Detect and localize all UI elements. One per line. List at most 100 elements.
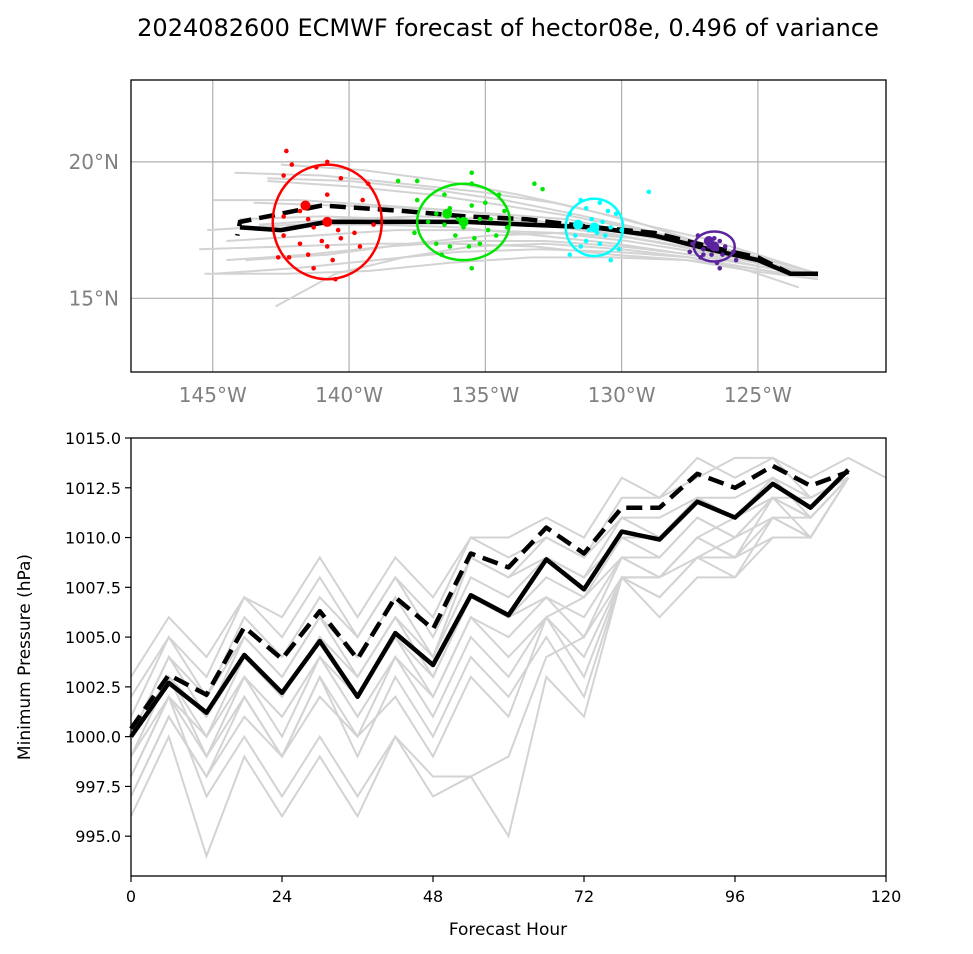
member-position-dot (289, 162, 295, 167)
member-position-dot (324, 159, 330, 165)
map-lon-tick-label: 145°W (179, 383, 247, 407)
ensemble-track (199, 242, 819, 281)
map-lat-tick-label: 20°N (69, 150, 119, 174)
mean-position-marker (322, 216, 333, 227)
map-lat-tick-label: 15°N (69, 286, 119, 310)
member-position-dot (281, 173, 286, 178)
pressure-chart-panel: 0 24 48 72 96 120 995.0 997.5 1000.0 1002.5 1005.0… (15, 429, 901, 940)
map-frame (130, 79, 887, 373)
ensemble-pressure-line (130, 477, 850, 860)
cluster (564, 189, 652, 263)
member-position-dot (395, 178, 401, 184)
member-position-dot (488, 216, 494, 222)
ensemble-pressure-lines (130, 456, 887, 860)
member-position-dot (297, 241, 303, 247)
member-position-dot (589, 216, 594, 222)
member-position-dot (447, 244, 453, 249)
member-position-dot (453, 233, 458, 238)
member-position-dot (297, 208, 303, 214)
uncertainty-ellipse (415, 182, 512, 262)
ensemble-pressure-line (130, 477, 850, 757)
ensemble-pressure-line (130, 456, 887, 678)
member-position-dot (605, 208, 611, 214)
member-position-dot (720, 252, 725, 257)
member-position-dot (357, 244, 363, 249)
chart-frame (130, 437, 887, 877)
x-tick-label: 120 (871, 887, 902, 906)
chart-ticks: 0 24 48 72 96 120 995.0 997.5 1000.0 1002.5 1005.0… (65, 429, 901, 906)
y-tick-label: 995.0 (75, 827, 121, 846)
member-position-dot (324, 192, 330, 197)
deterministic-track (235, 203, 818, 277)
deterministic-position-marker (573, 219, 584, 230)
member-position-dot (572, 233, 578, 238)
member-position-dot (613, 211, 619, 217)
map-lon-tick-label: 125°W (724, 383, 792, 407)
cluster (271, 148, 384, 282)
member-position-dot (608, 257, 614, 263)
member-position-dot (433, 241, 439, 247)
member-position-dot (319, 238, 325, 244)
ensemble-pressure-line (130, 477, 850, 799)
ensemble-mean-pressure-line (129, 468, 850, 738)
member-position-dot (567, 252, 573, 257)
member-position-dot (709, 252, 714, 257)
y-tick-label: 1010.0 (65, 529, 121, 548)
member-position-dot (414, 197, 420, 203)
member-position-dot (583, 238, 589, 244)
uncertainty-ellipse (692, 230, 736, 263)
member-position-dot (281, 214, 286, 219)
mean-position-marker (458, 216, 469, 227)
y-tick-label: 1005.0 (65, 628, 121, 647)
member-position-dot (324, 244, 330, 249)
member-position-dot (608, 225, 614, 230)
member-position-dot (540, 186, 545, 192)
map-lon-tick-label: 140°W (315, 383, 383, 407)
member-position-dot (433, 211, 439, 217)
ensemble-track (245, 231, 819, 278)
member-position-dot (414, 178, 420, 184)
member-position-dot (602, 233, 608, 238)
x-tick-label: 48 (423, 887, 443, 906)
figure-title: 2024082600 ECMWF forecast of hector08e, … (137, 14, 879, 42)
member-position-dot (281, 233, 286, 238)
y-tick-label: 997.5 (75, 777, 121, 796)
member-position-dot (311, 265, 316, 271)
member-position-dot (701, 246, 706, 252)
member-position-dot (578, 244, 584, 249)
map-grid (131, 80, 886, 372)
cluster (395, 170, 545, 271)
member-position-dot (485, 227, 491, 233)
member-position-dot (532, 181, 537, 187)
member-position-dot (466, 244, 472, 249)
member-position-dot (338, 175, 344, 181)
member-position-dot (597, 200, 603, 206)
x-tick-label: 0 (126, 887, 136, 906)
member-position-dot (412, 230, 417, 236)
member-position-dot (733, 257, 739, 263)
map-lon-tick-label: 130°W (588, 383, 656, 407)
position-clusters (271, 148, 739, 282)
mean-tracks (235, 203, 818, 277)
member-position-dot (722, 244, 728, 249)
member-position-dot (477, 216, 483, 222)
member-position-dot (360, 197, 365, 203)
deterministic-position-marker (300, 200, 311, 211)
x-axis-label: Forecast Hour (449, 920, 567, 940)
member-position-dot (284, 148, 289, 154)
member-position-dot (338, 235, 344, 241)
x-tick-label: 72 (574, 887, 594, 906)
pressure-series (129, 463, 850, 738)
member-position-dot (717, 265, 723, 271)
member-position-dot (701, 252, 706, 257)
member-position-dot (286, 255, 292, 260)
uncertainty-ellipse (271, 163, 384, 281)
uncertainty-ellipse (564, 197, 625, 258)
member-position-dot (502, 208, 507, 214)
cluster (687, 230, 739, 271)
ensemble-pressure-line (130, 477, 850, 757)
member-position-dot (687, 249, 693, 255)
member-position-dot (335, 227, 341, 233)
member-position-dot (305, 252, 311, 257)
